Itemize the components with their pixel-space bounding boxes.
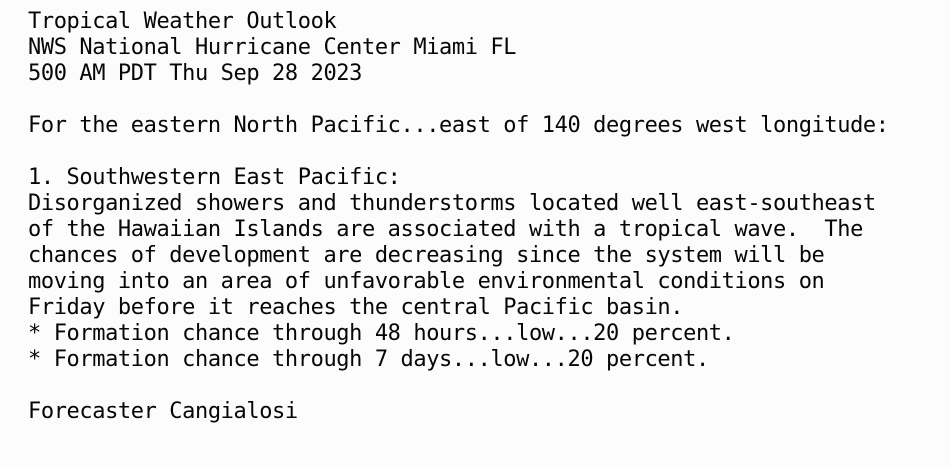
issuing-office: NWS National Hurricane Center Miami FL (28, 35, 517, 60)
issuance-time: 500 AM PDT Thu Sep 28 2023 (28, 61, 362, 86)
blank-line (28, 139, 950, 165)
forecaster-signature: Forecaster Cangialosi (28, 399, 298, 424)
section-body-line: moving into an area of unfavorable envir… (28, 269, 825, 294)
section-heading: 1. Southwestern East Pacific: (28, 165, 401, 190)
section-body-line: of the Hawaiian Islands are associated w… (28, 217, 863, 242)
formation-chance-7d: * Formation chance through 7 days...low.… (28, 347, 709, 372)
region-scope-line: For the eastern North Pacific...east of … (28, 113, 889, 138)
section-body-line: Disorganized showers and thunderstorms l… (28, 191, 876, 216)
section-body-line: chances of development are decreasing si… (28, 243, 825, 268)
blank-line (28, 373, 950, 399)
blank-line (28, 87, 950, 113)
product-title: Tropical Weather Outlook (28, 9, 337, 34)
section-body-line: Friday before it reaches the central Pac… (28, 295, 684, 320)
formation-chance-48h: * Formation chance through 48 hours...lo… (28, 321, 735, 346)
